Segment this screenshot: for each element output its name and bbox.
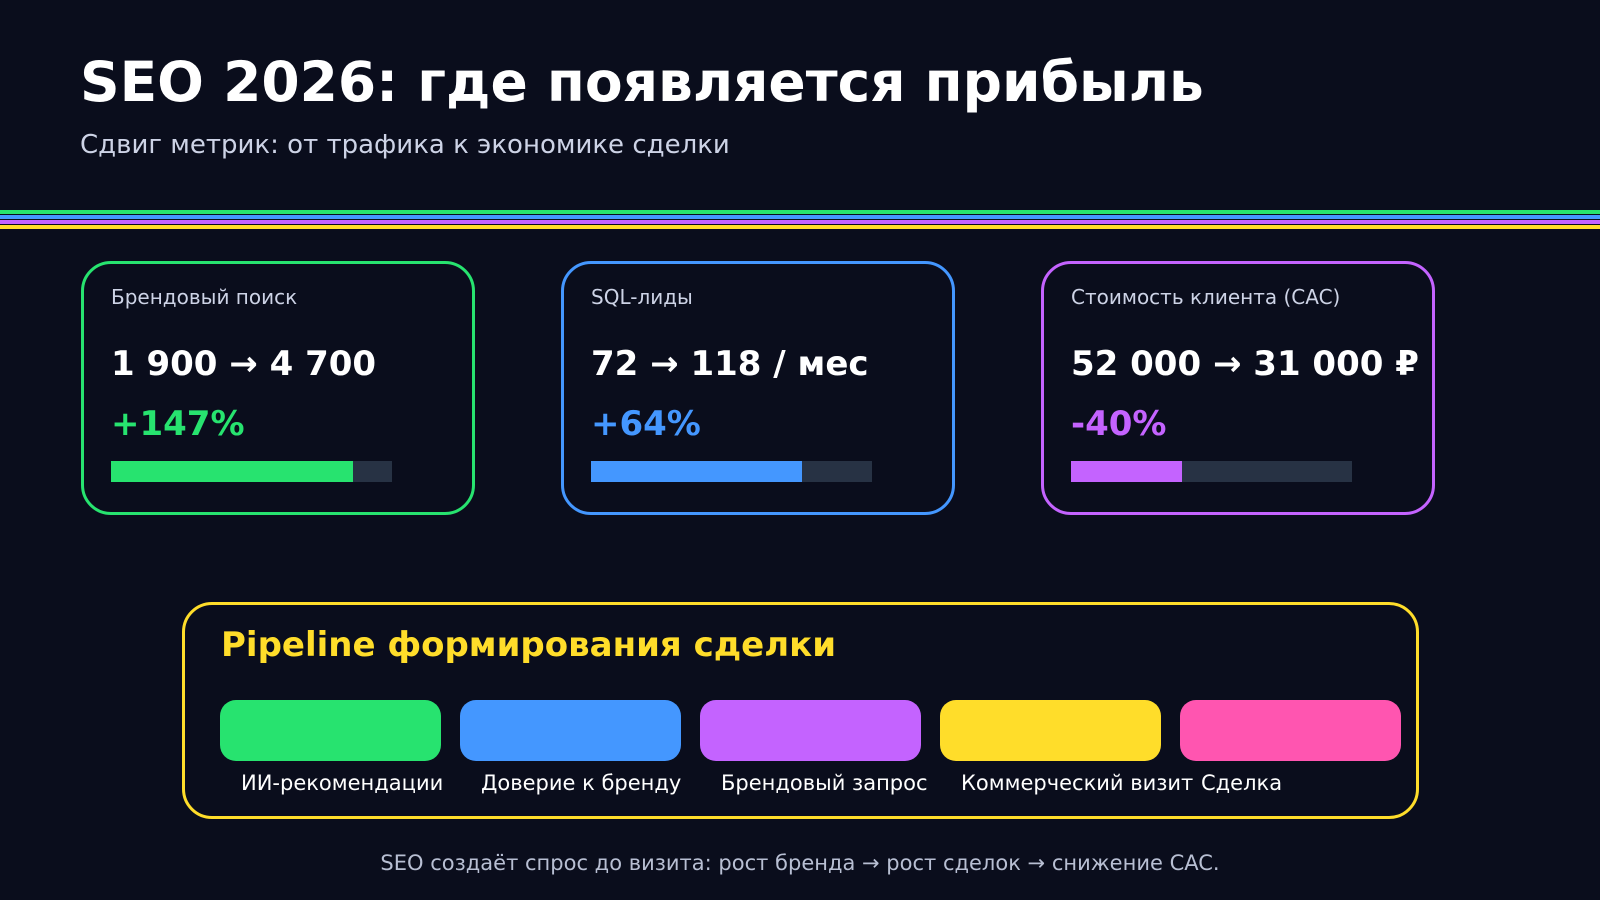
divider-stripe [0, 215, 1600, 219]
pipeline-title: Pipeline формирования сделки [221, 625, 837, 665]
metric-value: 52 000 → 31 000 ₽ [1071, 344, 1419, 384]
divider-stripe [0, 210, 1600, 214]
footer-note: SEO создаёт спрос до визита: рост бренда… [380, 851, 1220, 875]
progress-bar [111, 461, 392, 482]
divider-stripe [0, 220, 1600, 224]
pipeline-step-label: Доверие к бренду [481, 771, 682, 795]
metric-card-sql-leads: SQL-лиды 72 → 118 / мес +64% [561, 261, 955, 515]
pipeline-step-pill [940, 700, 1161, 761]
pipeline-step-pill [460, 700, 681, 761]
metric-change: +64% [591, 404, 701, 444]
progress-fill [591, 461, 802, 482]
metric-label: SQL-лиды [591, 285, 693, 309]
metric-label: Брендовый поиск [111, 285, 298, 309]
progress-bar [591, 461, 872, 482]
pipeline-step-label: Брендовый запрос [721, 771, 928, 795]
pipeline-step-label: Сделка [1201, 771, 1283, 795]
metric-value: 1 900 → 4 700 [111, 344, 377, 384]
pipeline-step-label: Коммерческий визит [961, 771, 1194, 795]
pipeline-step-label: ИИ-рекомендации [241, 771, 444, 795]
metric-card-brand-search: Брендовый поиск 1 900 → 4 700 +147% [81, 261, 475, 515]
progress-fill [111, 461, 353, 482]
metric-value: 72 → 118 / мес [591, 344, 869, 384]
metric-label: Стоимость клиента (CAC) [1071, 285, 1341, 309]
pipeline-step-pill [700, 700, 921, 761]
pipeline-panel: Pipeline формирования сделки ИИ-рекоменд… [182, 602, 1419, 819]
progress-bar [1071, 461, 1352, 482]
metric-change: +147% [111, 404, 245, 444]
metric-change: -40% [1071, 404, 1167, 444]
metric-card-cac: Стоимость клиента (CAC) 52 000 → 31 000 … [1041, 261, 1435, 515]
divider-stripe [0, 225, 1600, 229]
pipeline-step-pill [220, 700, 441, 761]
page-subtitle: Сдвиг метрик: от трафика к экономике сде… [80, 130, 730, 160]
progress-fill [1071, 461, 1182, 482]
page-title: SEO 2026: где появляется прибыль [80, 50, 1204, 114]
pipeline-step-pill [1180, 700, 1401, 761]
